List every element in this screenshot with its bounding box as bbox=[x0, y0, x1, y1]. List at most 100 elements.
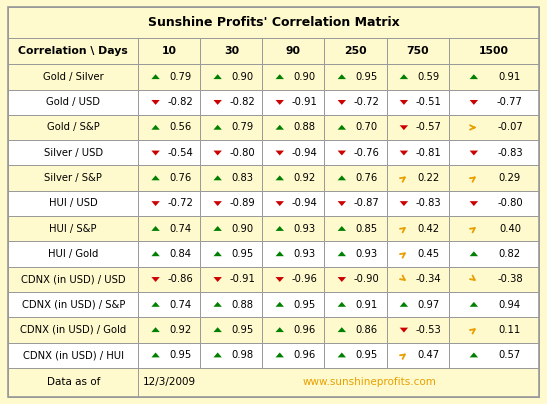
Text: 0.98: 0.98 bbox=[231, 350, 254, 360]
Polygon shape bbox=[152, 100, 160, 105]
Bar bbox=[324, 191, 387, 216]
Polygon shape bbox=[152, 327, 160, 332]
Polygon shape bbox=[337, 226, 346, 231]
Bar bbox=[8, 90, 138, 115]
Bar bbox=[8, 7, 539, 38]
Bar bbox=[138, 64, 200, 90]
Bar bbox=[8, 317, 138, 343]
Text: 12/3/2009: 12/3/2009 bbox=[143, 377, 196, 387]
Bar bbox=[263, 241, 324, 267]
Polygon shape bbox=[152, 226, 160, 231]
Polygon shape bbox=[213, 151, 222, 156]
Text: 0.95: 0.95 bbox=[169, 350, 191, 360]
Polygon shape bbox=[276, 100, 284, 105]
Bar bbox=[449, 165, 539, 191]
Polygon shape bbox=[276, 74, 284, 79]
Polygon shape bbox=[152, 302, 160, 307]
Bar bbox=[138, 38, 200, 64]
Text: Gold / Silver: Gold / Silver bbox=[43, 72, 103, 82]
Text: 0.84: 0.84 bbox=[170, 249, 191, 259]
Polygon shape bbox=[213, 327, 222, 332]
Text: 0.91: 0.91 bbox=[499, 72, 521, 82]
Polygon shape bbox=[337, 201, 346, 206]
Polygon shape bbox=[337, 151, 346, 156]
Bar bbox=[449, 241, 539, 267]
Text: 0.45: 0.45 bbox=[418, 249, 440, 259]
Text: 0.74: 0.74 bbox=[170, 300, 191, 309]
Bar bbox=[449, 292, 539, 317]
Polygon shape bbox=[276, 201, 284, 206]
Text: 0.95: 0.95 bbox=[356, 350, 378, 360]
Text: -0.57: -0.57 bbox=[416, 122, 441, 133]
Bar bbox=[449, 216, 539, 241]
Bar bbox=[449, 38, 539, 64]
Text: 0.74: 0.74 bbox=[170, 224, 191, 234]
Text: 0.96: 0.96 bbox=[293, 350, 316, 360]
Bar bbox=[8, 267, 138, 292]
Polygon shape bbox=[213, 302, 222, 307]
Bar bbox=[263, 267, 324, 292]
Text: -0.86: -0.86 bbox=[167, 274, 193, 284]
Bar bbox=[200, 343, 263, 368]
Polygon shape bbox=[400, 151, 408, 156]
Text: -0.94: -0.94 bbox=[292, 198, 317, 208]
Bar bbox=[138, 140, 200, 165]
Polygon shape bbox=[400, 328, 408, 332]
Bar bbox=[200, 267, 263, 292]
Polygon shape bbox=[276, 277, 284, 282]
Text: 0.90: 0.90 bbox=[294, 72, 316, 82]
Text: 0.97: 0.97 bbox=[417, 300, 440, 309]
Polygon shape bbox=[213, 353, 222, 358]
Bar bbox=[200, 38, 263, 64]
Text: CDNX (in USD) / S&P: CDNX (in USD) / S&P bbox=[21, 300, 125, 309]
Polygon shape bbox=[470, 251, 478, 256]
Text: Gold / USD: Gold / USD bbox=[46, 97, 100, 107]
Text: 0.93: 0.93 bbox=[294, 249, 316, 259]
Polygon shape bbox=[337, 74, 346, 79]
Text: -0.90: -0.90 bbox=[354, 274, 380, 284]
Bar bbox=[324, 165, 387, 191]
Text: 0.94: 0.94 bbox=[499, 300, 521, 309]
Text: Data as of: Data as of bbox=[46, 377, 100, 387]
Text: 0.79: 0.79 bbox=[231, 122, 254, 133]
Polygon shape bbox=[470, 151, 478, 156]
Bar bbox=[324, 292, 387, 317]
Polygon shape bbox=[152, 277, 160, 282]
Text: 0.93: 0.93 bbox=[294, 224, 316, 234]
Bar bbox=[387, 165, 449, 191]
Bar bbox=[387, 140, 449, 165]
Text: 0.88: 0.88 bbox=[231, 300, 253, 309]
Text: -0.89: -0.89 bbox=[230, 198, 255, 208]
Polygon shape bbox=[213, 100, 222, 105]
Polygon shape bbox=[276, 226, 284, 231]
Bar bbox=[387, 64, 449, 90]
Bar bbox=[324, 216, 387, 241]
Text: -0.51: -0.51 bbox=[416, 97, 441, 107]
Polygon shape bbox=[276, 175, 284, 180]
Text: 0.88: 0.88 bbox=[294, 122, 316, 133]
Bar bbox=[324, 317, 387, 343]
Text: www.sunshineprofits.com: www.sunshineprofits.com bbox=[302, 377, 437, 387]
Polygon shape bbox=[400, 74, 408, 79]
Bar bbox=[324, 140, 387, 165]
Text: 0.47: 0.47 bbox=[418, 350, 440, 360]
Bar bbox=[324, 343, 387, 368]
Bar bbox=[263, 343, 324, 368]
Text: -0.72: -0.72 bbox=[167, 198, 193, 208]
Text: -0.80: -0.80 bbox=[497, 198, 523, 208]
Bar bbox=[263, 191, 324, 216]
Bar bbox=[200, 216, 263, 241]
Text: 0.85: 0.85 bbox=[356, 224, 378, 234]
Bar bbox=[138, 191, 200, 216]
Bar bbox=[263, 38, 324, 64]
Bar bbox=[8, 165, 138, 191]
Polygon shape bbox=[213, 251, 222, 256]
Text: -0.94: -0.94 bbox=[292, 148, 317, 158]
Bar bbox=[449, 317, 539, 343]
Polygon shape bbox=[213, 125, 222, 130]
Polygon shape bbox=[276, 302, 284, 307]
Polygon shape bbox=[400, 125, 408, 130]
Polygon shape bbox=[276, 125, 284, 130]
Polygon shape bbox=[337, 327, 346, 332]
Text: CDNX (in USD) / USD: CDNX (in USD) / USD bbox=[21, 274, 125, 284]
